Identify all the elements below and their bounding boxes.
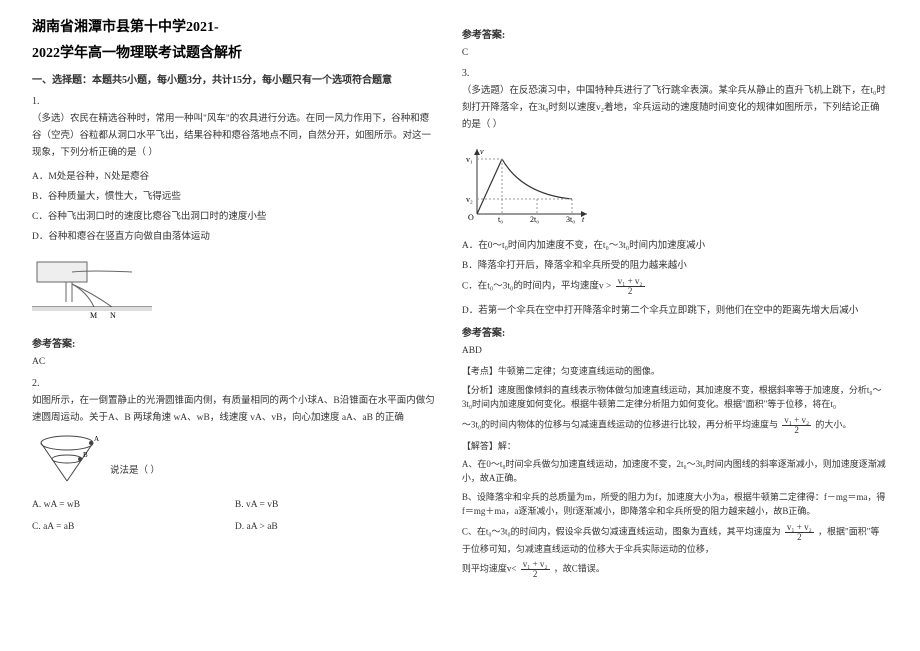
q3-fenxi-2: ～3t₀的时间内物体的位移与匀减速直线运动的位移进行比较，再分析平均速度与 v₁… <box>462 416 888 435</box>
fig2-A: A <box>94 435 99 443</box>
frac-1: v₁ + v₂ 2 <box>616 277 645 296</box>
q3-kaodian: 【考点】牛顿第二定律；匀变速直线运动的图像。 <box>462 364 888 378</box>
q1-figure: M N <box>32 252 438 325</box>
q2-stem: 如图所示，在一倒置静止的光滑圆锥面内侧，有质量相同的两个小球A、B沿锥面在水平面… <box>32 393 438 427</box>
q1-optD: D．谷种和瘪谷在竖直方向做自由落体运动 <box>32 228 438 242</box>
frac-3: v₁ + v₂ 2 <box>785 523 814 542</box>
fig1-N: N <box>110 311 116 320</box>
q1-anskey-label: 参考答案: <box>32 335 438 350</box>
svg-text:v₂: v₂ <box>466 195 473 204</box>
q3-jieda: 【解答】解： <box>462 439 888 453</box>
svg-text:O: O <box>468 213 474 222</box>
svg-text:v₁: v₁ <box>466 155 473 164</box>
q3-fenxi-1: 【分析】速度图像倾斜的直线表示物体做匀加速直线运动，其加速度不变，根据斜率等于加… <box>462 383 888 412</box>
frac-4: v₁ + v₂ 2 <box>521 560 550 579</box>
q1-num: 1. <box>32 96 438 107</box>
q3-expC: C、在t₀～3t₀的时间内，假设伞兵做匀减速直线运动，图象为直线，其平均速度为 … <box>462 523 888 556</box>
q3-stem: （多选题）在反恐演习中，中国特种兵进行了飞行跳伞表演。某伞兵从静止的直升飞机上跳… <box>462 83 888 134</box>
svg-text:2t₀: 2t₀ <box>530 215 539 224</box>
q3-answer: ABD <box>462 343 888 360</box>
q2-num: 2. <box>32 378 438 389</box>
q2-optA: A. wA = wB <box>32 500 235 510</box>
q2-optD: D. aA > aB <box>235 522 438 532</box>
q3-expC2: 则平均速度v< v₁ + v₂ 2 ，故C错误。 <box>462 560 888 579</box>
q2-optC: C. aA = aB <box>32 522 235 532</box>
q3-num: 3. <box>462 68 888 79</box>
q1-stem: （多选）农民在精选谷种时，常用一种叫"风车"的农具进行分选。在同一风力作用下，谷… <box>32 111 438 162</box>
q2-optB: B. vA = vB <box>235 500 438 510</box>
q3-optD: D．若第一个伞兵在空中打开降落伞时第二个伞兵立即跳下，则他们在空中的距离先增大后… <box>462 302 888 316</box>
svg-text:t: t <box>582 215 585 224</box>
q1-optC: C．谷种飞出洞口时的速度比瘪谷飞出洞口时的速度小些 <box>32 208 438 222</box>
frac-2: v₁ + v₂ 2 <box>782 416 811 435</box>
q2-figure: A B <box>32 431 102 494</box>
q3-figure: v v₁ v₂ O t₀ 2t₀ 3t₀ t <box>462 144 888 227</box>
q1-optB: B．谷种质量大，惯性大，飞得远些 <box>32 188 438 202</box>
fig2-B: B <box>83 451 88 459</box>
q3-anskey-label: 参考答案: <box>462 324 888 339</box>
q2-anskey-label: 参考答案: <box>462 26 888 41</box>
q1-answer: AC <box>32 354 438 371</box>
section-1-heading: 一、选择题：本题共5小题，每小题3分，共计15分，每小题只有一个选项符合题意 <box>32 71 438 86</box>
q3-optB: B．降落伞打开后，降落伞和伞兵所受的阻力越来越小 <box>462 257 888 271</box>
q1-optA: A．M处是谷种，N处是瘪谷 <box>32 168 438 182</box>
svg-text:3t₀: 3t₀ <box>566 215 575 224</box>
title-line-1: 湖南省湘潭市县第十中学2021- <box>32 18 438 38</box>
fig1-M: M <box>90 311 97 320</box>
q3-optA: A．在0～t₀时间内加速度不变，在t₀～3t₀时间内加速度减小 <box>462 237 888 251</box>
q3-expB: B、设降落伞和伞兵的总质量为m，所受的阻力为f，加速度大小为a，根据牛顿第二定律… <box>462 490 888 519</box>
svg-text:v: v <box>480 147 484 156</box>
svg-text:t₀: t₀ <box>498 215 503 224</box>
q3-expA: A、在0～t₀时间伞兵做匀加速直线运动，加速度不变，2t₀～3t₀时间内图线的斜… <box>462 457 888 486</box>
q2-answer: C <box>462 45 888 62</box>
title-line-2: 2022学年高一物理联考试题含解析 <box>32 44 438 64</box>
q3-optC: C．在t₀～3t₀的时间内，平均速度v > v₁ + v₂ 2 <box>462 277 888 296</box>
